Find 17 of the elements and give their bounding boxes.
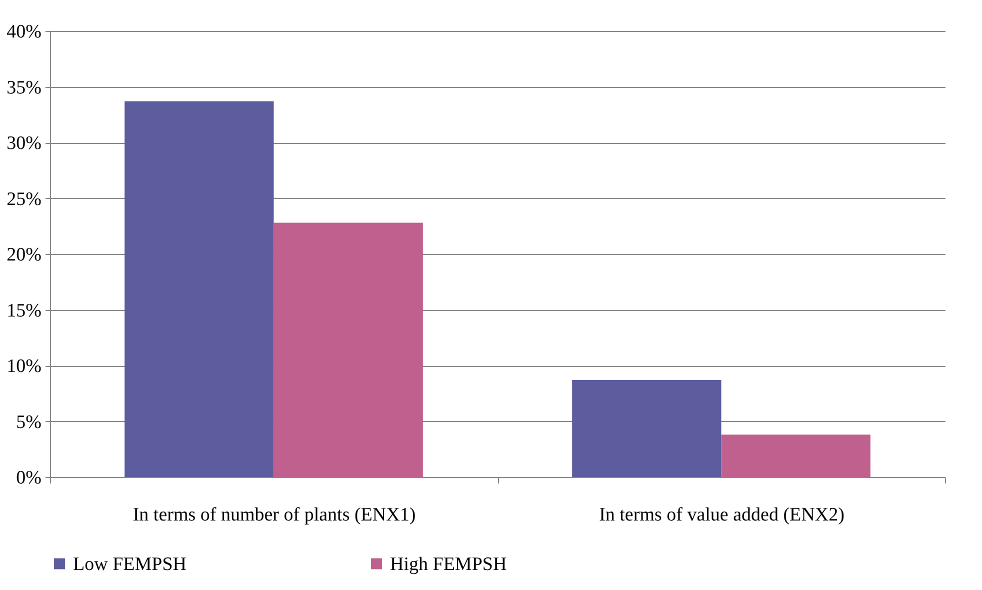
y-tick-label: 15% xyxy=(6,300,42,322)
legend-label: High FEMPSH xyxy=(390,554,507,575)
x-tick-label: In terms of value added (ENX2) xyxy=(599,504,844,526)
y-tick-label: 35% xyxy=(6,77,42,98)
y-tick-label: 40% xyxy=(6,22,42,42)
y-tick-label: 25% xyxy=(6,188,42,210)
y-tick-label: 0% xyxy=(16,468,42,488)
legend-label: Low FEMPSH xyxy=(73,554,187,575)
x-tick-label: In terms of number of plants (ENX1) xyxy=(132,504,416,526)
y-tick-label: 10% xyxy=(6,356,42,377)
y-tick-label: 20% xyxy=(6,244,42,266)
y-tick-label: 30% xyxy=(6,133,42,154)
bar xyxy=(124,101,274,477)
bar xyxy=(572,380,722,477)
bar xyxy=(721,434,870,477)
y-tick-label: 5% xyxy=(16,412,42,433)
bar xyxy=(274,222,423,477)
